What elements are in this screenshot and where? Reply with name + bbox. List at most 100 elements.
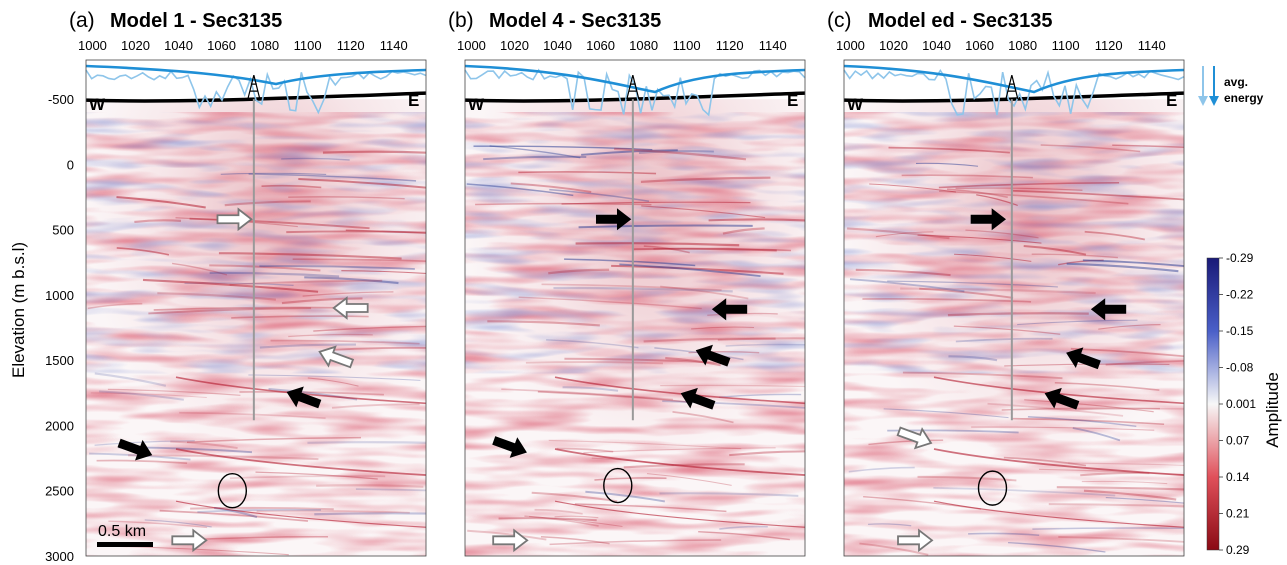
- reflector: [531, 491, 618, 503]
- reflector: [725, 343, 805, 347]
- seismic-section: [465, 60, 805, 556]
- y-tick-label: 0: [67, 157, 74, 172]
- reflector: [933, 487, 1116, 497]
- west-label: W: [468, 95, 485, 114]
- reflector: [518, 171, 657, 175]
- energy-curve-dark: [85, 64, 427, 86]
- reflector: [248, 374, 421, 381]
- reflector: [719, 525, 768, 530]
- x-tick-label: 1080: [1008, 38, 1037, 53]
- reflector: [947, 188, 1008, 199]
- reflector: [902, 371, 1063, 380]
- reflector: [288, 196, 405, 200]
- panel-title: Model ed - Sec3135: [868, 10, 1053, 32]
- reflector: [554, 515, 599, 519]
- legend-line2: energy: [1224, 91, 1264, 105]
- reflector-strong: [175, 376, 426, 405]
- reflector: [1058, 536, 1184, 543]
- reflector: [1081, 480, 1168, 485]
- reflector: [331, 403, 420, 409]
- reflector: [134, 219, 182, 224]
- reflector: [94, 372, 167, 387]
- colorbar-ramp: [1206, 257, 1220, 551]
- reflector: [564, 357, 729, 365]
- reflector: [501, 388, 674, 401]
- y-tick-label: 2500: [45, 484, 74, 499]
- reflector: [116, 247, 170, 256]
- reflector: [971, 426, 1155, 431]
- colorbar-tick-label: 0.07: [1226, 434, 1250, 448]
- derrick-icon: [626, 75, 640, 100]
- open-arrow-icon: [216, 207, 253, 232]
- west-label: W: [89, 95, 106, 114]
- reflector: [660, 384, 805, 388]
- x-tick-label: 1120: [1095, 38, 1123, 53]
- colorbar-ticks: -0.29 -0.22 -0.15 -0.08 0.001 0.07 0.14 0.21 0.2…: [1219, 251, 1256, 557]
- reflector: [255, 471, 378, 480]
- reflector: [564, 258, 696, 267]
- reflector: [229, 475, 386, 480]
- open-arrow-icon: [332, 296, 369, 320]
- y-tick-label: 2000: [45, 418, 74, 433]
- reflector: [561, 201, 751, 205]
- reflector: [341, 270, 426, 274]
- panel-frame: [464, 59, 806, 557]
- colorbar-tick-label: 0.001: [1226, 397, 1256, 411]
- reflector: [307, 377, 359, 387]
- reflector: [987, 402, 1124, 417]
- x-tick-label: 1000: [78, 38, 107, 53]
- y-tick-label: 3000: [45, 549, 74, 564]
- reflector: [638, 150, 714, 155]
- reflector: [1105, 359, 1184, 366]
- reflector: [662, 400, 805, 409]
- reflector: [611, 264, 784, 275]
- colorbar-tick-label: -0.08: [1226, 361, 1254, 375]
- x-tick-label: 1000: [836, 38, 865, 53]
- reflector-strong: [933, 500, 1184, 528]
- reflector: [632, 247, 777, 252]
- reflector: [549, 539, 722, 546]
- reflector: [292, 258, 426, 263]
- reflector: [548, 268, 610, 275]
- circle-marker: [217, 473, 248, 509]
- x-tick-label: 1120: [337, 38, 365, 53]
- reflector: [849, 278, 965, 293]
- circle-marker: [603, 467, 633, 504]
- colorbar-tick-label: 0.14: [1226, 470, 1250, 484]
- reflector: [298, 178, 426, 189]
- reflector: [887, 280, 1058, 288]
- reflector: [691, 326, 755, 330]
- solid-arrow-icon: [970, 208, 1006, 231]
- reflector: [170, 440, 238, 449]
- open-arrow-icon: [318, 345, 355, 369]
- reflector: [1098, 324, 1161, 330]
- y-tick-label: 500: [52, 223, 74, 238]
- reflector: [665, 357, 721, 367]
- reflector: [1068, 462, 1184, 466]
- reflector: [869, 183, 957, 193]
- reflector: [1105, 497, 1184, 504]
- reflector: [948, 355, 998, 362]
- reflector: [218, 252, 402, 260]
- reflector: [108, 520, 208, 529]
- reflector: [938, 181, 1120, 189]
- reflector: [281, 297, 363, 305]
- reflector: [259, 265, 415, 270]
- reflector: [855, 268, 951, 277]
- reflector: [1011, 417, 1165, 426]
- reflector: [1082, 259, 1184, 267]
- reflector: [868, 523, 912, 527]
- reflector: [1024, 399, 1154, 413]
- reflector: [288, 333, 373, 338]
- reflector: [231, 315, 369, 319]
- reflector: [239, 391, 384, 396]
- reflector: [888, 146, 1010, 154]
- reflector: [1027, 416, 1137, 427]
- reflector: [466, 183, 574, 197]
- reflector: [708, 218, 805, 222]
- reflector: [197, 508, 322, 513]
- reflector: [171, 262, 228, 276]
- reflector: [919, 287, 1014, 299]
